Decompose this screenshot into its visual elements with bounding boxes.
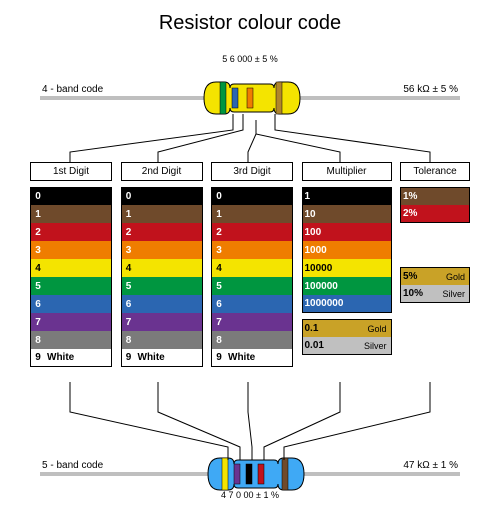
col-digit1: 1st Digit 0123456789White: [30, 162, 112, 367]
color-row: 3: [30, 241, 112, 259]
color-row: 0: [121, 187, 203, 205]
col-head: 3rd Digit: [211, 162, 293, 181]
color-row: 1: [121, 205, 203, 223]
bottom-value: 47 kΩ ± 1 %: [403, 460, 458, 471]
color-row: 8: [211, 331, 293, 349]
page-title: Resistor colour code: [0, 12, 500, 35]
col-digit2: 2nd Digit 0123456789White: [121, 162, 203, 367]
top-label: 4 - band code: [42, 84, 103, 95]
color-tables: 1st Digit 0123456789White 2nd Digit 0123…: [30, 162, 470, 367]
color-row: 1: [30, 205, 112, 223]
color-row: 9White: [121, 349, 203, 367]
color-row: 7: [121, 313, 203, 331]
color-row: 8: [121, 331, 203, 349]
color-row: 9White: [30, 349, 112, 367]
col-tolerance: Tolerance 1%2% 5%Gold10%Silver: [400, 162, 470, 367]
color-row: 7: [30, 313, 112, 331]
tol-row: 1%: [400, 187, 470, 205]
color-row: 9White: [211, 349, 293, 367]
col-head: Multiplier: [302, 162, 392, 181]
color-row: 8: [30, 331, 112, 349]
color-row: 3: [121, 241, 203, 259]
bottom-label: 5 - band code: [42, 460, 103, 471]
color-row: 6: [211, 295, 293, 313]
color-row: 0: [211, 187, 293, 205]
mult-extra-row: 0.1Gold: [302, 319, 392, 337]
bottom-band-values: 4 7 0 00 ± 1 %: [0, 490, 500, 500]
color-row: 4: [211, 259, 293, 277]
mult-row: 100: [302, 223, 392, 241]
color-row: 2: [211, 223, 293, 241]
color-row: 1: [211, 205, 293, 223]
color-row: 5: [121, 277, 203, 295]
mult-row: 100000: [302, 277, 392, 295]
top-band-values: 5 6 000 ± 5 %: [0, 54, 500, 64]
color-row: 4: [30, 259, 112, 277]
mult-row: 1: [302, 187, 392, 205]
color-row: 2: [121, 223, 203, 241]
col-head: 2nd Digit: [121, 162, 203, 181]
top-value: 56 kΩ ± 5 %: [403, 84, 458, 95]
color-row: 5: [30, 277, 112, 295]
color-row: 7: [211, 313, 293, 331]
col-head: Tolerance: [400, 162, 470, 181]
mult-row: 10: [302, 205, 392, 223]
mult-row: 1000: [302, 241, 392, 259]
col-digit3: 3rd Digit 0123456789White: [211, 162, 293, 367]
mult-row: 10000: [302, 259, 392, 277]
color-row: 6: [30, 295, 112, 313]
tol-row: 2%: [400, 205, 470, 223]
col-multiplier: Multiplier 1101001000100001000001000000 …: [302, 162, 392, 367]
tol-row: 5%Gold: [400, 267, 470, 285]
color-row: 4: [121, 259, 203, 277]
color-row: 0: [30, 187, 112, 205]
mult-extra-row: 0.01Silver: [302, 337, 392, 355]
mult-row: 1000000: [302, 295, 392, 313]
col-head: 1st Digit: [30, 162, 112, 181]
color-row: 3: [211, 241, 293, 259]
color-row: 2: [30, 223, 112, 241]
tol-row: 10%Silver: [400, 285, 470, 303]
color-row: 5: [211, 277, 293, 295]
color-row: 6: [121, 295, 203, 313]
